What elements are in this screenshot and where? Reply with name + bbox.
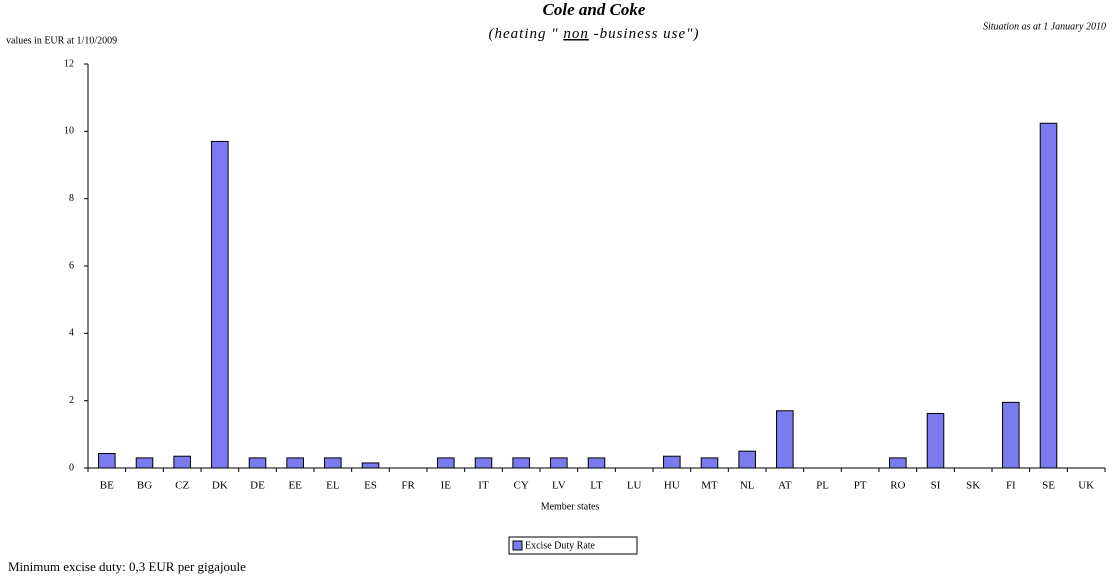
- bar: [700, 457, 719, 469]
- subtitle-part: (heating ": [489, 26, 564, 42]
- x-tick-label: BE: [100, 480, 114, 492]
- x-tick-label: PL: [816, 480, 829, 492]
- y-tick-label: 4: [69, 328, 74, 339]
- legend-swatch: [512, 540, 523, 551]
- x-tick-label: PT: [854, 480, 867, 492]
- bar: [889, 457, 907, 469]
- bar: [512, 457, 530, 469]
- x-tick-label: CZ: [175, 480, 189, 492]
- x-tick-label: LU: [627, 480, 642, 492]
- bar: [173, 455, 191, 469]
- bar: [361, 462, 380, 469]
- x-axis-title: Member states: [541, 501, 600, 512]
- x-tick-label: CY: [514, 480, 529, 492]
- x-tick-label: BG: [137, 480, 152, 492]
- bar: [1002, 401, 1020, 469]
- x-tick-label: UK: [1078, 480, 1094, 492]
- bar: [474, 457, 493, 469]
- footnote: Minimum excise duty: 0,3 EUR per gigajou…: [8, 559, 246, 574]
- bar: [663, 455, 681, 469]
- x-tick-label: MT: [701, 480, 718, 492]
- x-tick-label: FI: [1006, 480, 1016, 492]
- subtitle-part: non: [563, 26, 589, 42]
- x-tick-label: SI: [931, 480, 941, 492]
- legend: [508, 536, 638, 555]
- bar: [1039, 122, 1058, 469]
- y-tick-label: 12: [64, 58, 74, 69]
- x-tick-label: LT: [590, 480, 603, 492]
- x-tick-label: NL: [740, 480, 755, 492]
- y-tick-label: 2: [69, 395, 74, 406]
- situation-note: Situation as at 1 January 2010: [983, 21, 1106, 32]
- bar: [98, 453, 116, 469]
- bar: [738, 450, 756, 469]
- bar: [286, 457, 304, 469]
- x-tick-label: EL: [326, 480, 340, 492]
- x-tick-label: DE: [250, 480, 265, 492]
- bar: [776, 410, 794, 469]
- x-tick-label: SE: [1042, 480, 1055, 492]
- x-tick-label: LV: [552, 480, 566, 492]
- bar: [135, 457, 154, 469]
- x-tick-label: IE: [441, 480, 452, 492]
- bar: [324, 457, 342, 469]
- x-tick-label: EE: [288, 480, 302, 492]
- x-tick-label: HU: [664, 480, 680, 492]
- x-tick-label: IT: [478, 480, 489, 492]
- legend-label: Excise Duty Rate: [525, 540, 596, 551]
- y-tick-label: 8: [69, 193, 74, 204]
- y-tick-label: 6: [69, 260, 74, 271]
- x-tick-label: DK: [212, 480, 228, 492]
- bar: [587, 457, 606, 469]
- y-tick-label: 0: [69, 462, 74, 473]
- x-tick-label: AT: [778, 480, 792, 492]
- x-tick-label: ES: [364, 480, 377, 492]
- bar: [211, 140, 229, 469]
- y-tick-label: 10: [64, 126, 74, 137]
- x-tick-label: RO: [890, 480, 905, 492]
- bar: [437, 457, 455, 469]
- chart-subtitle: (heating " non -business use"): [489, 26, 700, 42]
- bar: [550, 457, 568, 469]
- bar: [926, 412, 945, 469]
- chart-title: Cole and Coke: [543, 0, 646, 19]
- bar: [248, 457, 267, 469]
- x-tick-label: SK: [966, 480, 980, 492]
- units-note: values in EUR at 1/10/2009: [6, 35, 117, 46]
- subtitle-part: -business use"): [589, 26, 700, 42]
- x-tick-label: FR: [401, 480, 415, 492]
